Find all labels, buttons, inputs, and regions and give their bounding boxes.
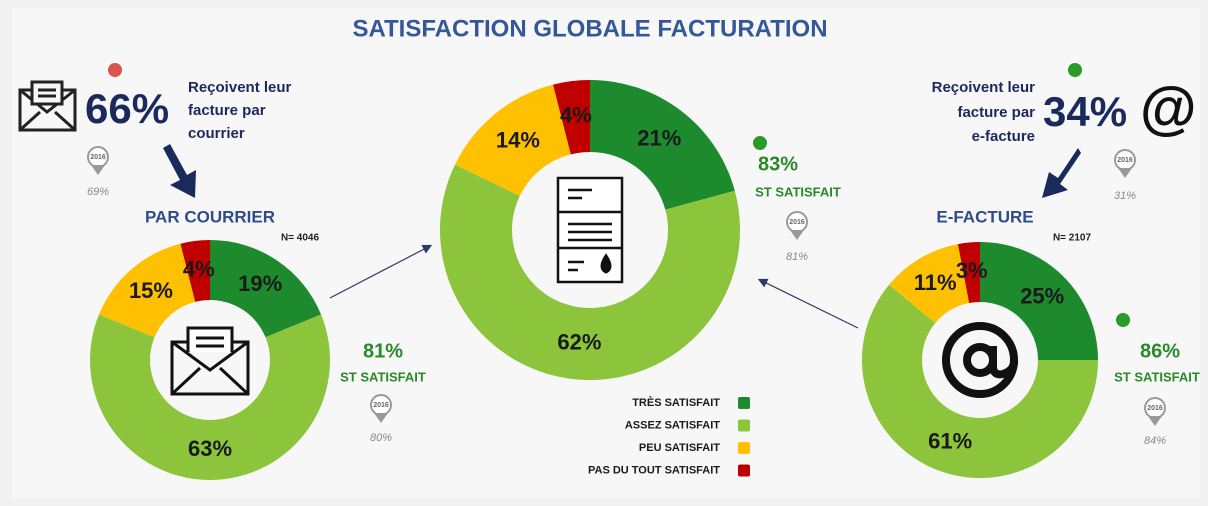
center-icon <box>556 176 624 284</box>
segment-label: 63% <box>188 436 232 461</box>
summary-text: ST SATISFAIT <box>340 369 426 384</box>
at-tail <box>989 346 1019 379</box>
center-icon <box>942 322 1019 398</box>
segment-label: 25% <box>1020 284 1064 309</box>
arrow <box>163 144 196 198</box>
legend-swatch <box>738 419 750 432</box>
envelope <box>170 340 250 396</box>
segment-label: 4% <box>183 257 215 282</box>
efacture-text: Reçoivent leur <box>932 79 1036 96</box>
envelope-icon <box>18 80 77 132</box>
segment-label: 14% <box>496 127 540 152</box>
efacture-share: 34% <box>1043 88 1127 135</box>
arrow <box>329 244 433 299</box>
pin: 2016 <box>87 146 109 175</box>
efacture-text: e-facture <box>972 128 1035 145</box>
courrier-text: Reçoivent leur <box>188 79 292 96</box>
pin-year: 2016 <box>373 402 389 409</box>
segment-label: 15% <box>129 278 173 303</box>
previous-summary: 80% <box>370 432 392 444</box>
pin-year: 2016 <box>1117 157 1133 164</box>
efacture-text: facture par <box>957 104 1035 121</box>
previous-summary: 84% <box>1144 435 1166 447</box>
donut-segment <box>889 244 970 324</box>
donut-segment <box>98 243 196 338</box>
pin-year: 2016 <box>789 219 805 226</box>
legend-swatch <box>738 464 750 477</box>
up-badge <box>1068 63 1082 77</box>
courrier-text: facture par <box>188 102 266 119</box>
legend-label: PEU SATISFAIT <box>639 442 720 454</box>
legend-label: PAS DU TOUT SATISFAIT <box>588 464 720 476</box>
sample-size: N= 2107 <box>1053 233 1092 244</box>
legend-label: ASSEZ SATISFAIT <box>625 419 720 431</box>
legend-swatch <box>738 397 750 409</box>
summary-text: ST SATISFAIT <box>1114 369 1200 384</box>
pin: 2016 <box>1144 397 1166 426</box>
pin-year: 2016 <box>90 154 106 161</box>
sample-size: N= 4046 <box>281 233 320 244</box>
donut-segment <box>89 314 330 481</box>
summary-value: 83% <box>758 153 798 175</box>
pin-tip <box>374 413 388 423</box>
donut-segment <box>454 84 571 197</box>
summary-text: ST SATISFAIT <box>755 184 841 199</box>
donut-segment <box>590 80 735 210</box>
down-badge <box>108 63 122 77</box>
summary-value: 86% <box>1140 340 1180 362</box>
pin: 2016 <box>370 394 392 423</box>
up-badge <box>1116 313 1130 327</box>
donut-segment <box>957 242 980 304</box>
center-icon <box>170 326 250 396</box>
drop <box>600 253 612 274</box>
chart-title: PAR COURRIER <box>145 207 275 226</box>
segment-label: 61% <box>928 429 972 454</box>
at-symbol: @ <box>1140 75 1197 140</box>
previous-share: 31% <box>1114 190 1136 202</box>
arrow <box>757 278 859 329</box>
segment-label: 3% <box>956 258 988 283</box>
donut-segment <box>862 284 1098 479</box>
donut-segment <box>180 240 210 302</box>
up-badge <box>753 136 767 150</box>
donut-segment <box>440 164 741 380</box>
pin: 2016 <box>1114 149 1136 178</box>
segment-label: 4% <box>560 103 592 128</box>
segment-label: 19% <box>238 271 282 296</box>
courrier-text: courrier <box>188 125 245 142</box>
pin-tip <box>1148 416 1162 426</box>
legend-swatch <box>738 442 750 454</box>
donut-segment <box>553 80 590 155</box>
previous-share: 69% <box>87 186 109 198</box>
donut-segment <box>980 242 1098 360</box>
segment-label: 62% <box>557 329 601 354</box>
pin-year: 2016 <box>1147 405 1163 412</box>
chart-title: E-FACTURE <box>936 207 1033 226</box>
segment-label: 11% <box>914 270 957 295</box>
letter <box>186 326 234 352</box>
summary-value: 81% <box>363 340 403 362</box>
previous-summary: 81% <box>786 251 808 263</box>
legend-label: TRÈS SATISFAIT <box>632 396 720 409</box>
document <box>556 176 624 284</box>
pin-tip <box>790 230 804 240</box>
donut-segment <box>210 240 322 338</box>
pin: 2016 <box>786 211 808 240</box>
title: SATISFACTION GLOBALE FACTURATION <box>352 15 827 42</box>
arrow <box>1042 148 1081 198</box>
courrier-share: 66% <box>85 85 169 132</box>
segment-label: 21% <box>637 125 681 150</box>
